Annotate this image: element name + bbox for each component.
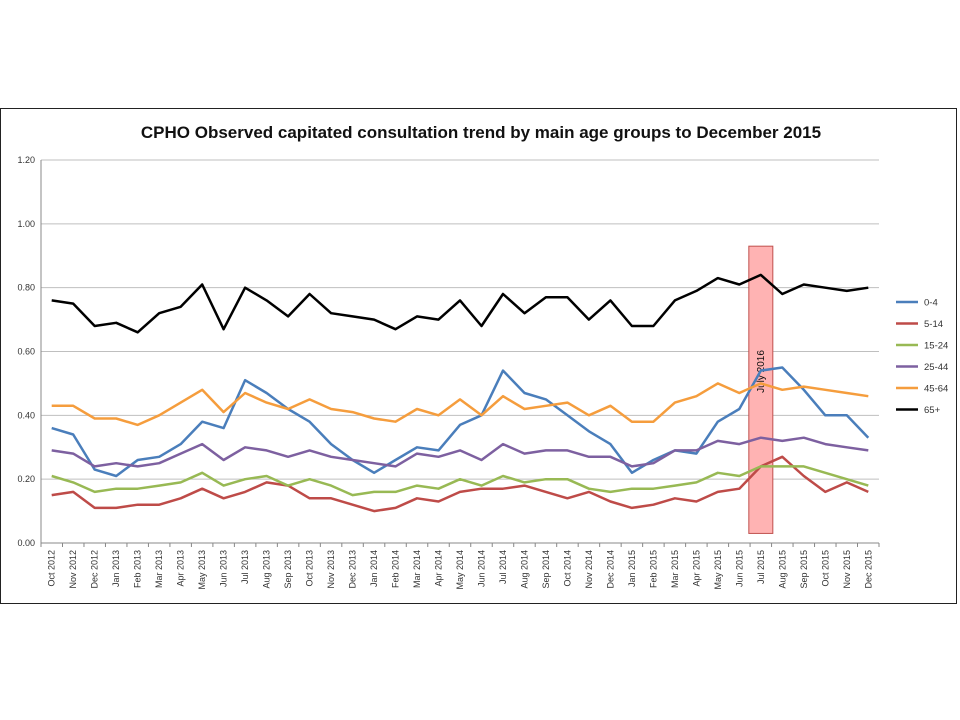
- x-tick-label: Nov 2012: [68, 550, 78, 589]
- y-tick-label: 0.00: [17, 538, 35, 548]
- y-axis: 0.00 0.20 0.40 0.60 0.80 1.00 1.20: [17, 155, 42, 548]
- series-line-15-24: [51, 465, 869, 497]
- series-line-45-64: [51, 382, 869, 427]
- x-tick-label: Jun 2014: [476, 550, 486, 587]
- y-tick-label: 0.20: [17, 474, 35, 484]
- x-tick-label: Apr 2013: [176, 550, 186, 587]
- chart-title: CPHO Observed capitated consultation tre…: [141, 123, 821, 142]
- series-lines: [51, 273, 870, 513]
- line-chart: CPHO Observed capitated consultation tre…: [17, 123, 948, 590]
- x-tick-label: Jan 2015: [627, 550, 637, 587]
- x-tick-label: Dec 2013: [348, 550, 358, 589]
- legend-label: 25-44: [924, 362, 948, 373]
- series-line-65+: [51, 273, 869, 334]
- legend-label: 45-64: [924, 384, 948, 395]
- x-tick-label: Feb 2015: [648, 550, 658, 588]
- x-tick-label: May 2014: [455, 550, 465, 590]
- x-tick-label: Apr 2015: [691, 550, 701, 587]
- x-tick-label: Oct 2012: [47, 550, 57, 587]
- x-tick-label: Aug 2014: [519, 550, 529, 589]
- x-axis: Oct 2012 Nov 2012 Dec 2012 Jan 2013 Feb 2013…: [40, 543, 880, 590]
- series-line-0-4: [51, 366, 870, 478]
- x-tick-label: Nov 2013: [326, 550, 336, 589]
- x-tick-label: Aug 2015: [777, 550, 787, 589]
- legend-label: 0-4: [924, 298, 938, 309]
- x-tick-label: Aug 2013: [262, 550, 272, 589]
- x-tick-label: Feb 2014: [391, 550, 401, 588]
- x-tick-label: Nov 2015: [842, 550, 852, 589]
- series-line-25-44: [51, 436, 869, 468]
- x-tick-label: Sep 2015: [799, 550, 809, 589]
- x-tick-label: Oct 2015: [820, 550, 830, 587]
- x-tick-label: Feb 2013: [133, 550, 143, 588]
- x-tick-label: Mar 2015: [670, 550, 680, 588]
- legend: 0-4 5-14 15-24 25-44 45-64 65+: [896, 298, 948, 416]
- x-tick-label: Mar 2014: [412, 550, 422, 588]
- annotation: July 2016: [748, 245, 774, 534]
- x-tick-label: Jul 2013: [240, 550, 250, 584]
- y-tick-label: 1.00: [17, 219, 35, 229]
- x-tick-label: Jul 2014: [498, 550, 508, 584]
- x-tick-label: Dec 2015: [863, 550, 873, 589]
- x-tick-label: Jun 2015: [734, 550, 744, 587]
- legend-label: 65+: [924, 405, 941, 416]
- x-tick-label: Mar 2013: [154, 550, 164, 588]
- x-tick-label: Jan 2014: [369, 550, 379, 587]
- x-tick-label: Jul 2015: [756, 550, 766, 584]
- highlight-rect: [748, 245, 774, 534]
- x-tick-label: Oct 2014: [562, 550, 572, 587]
- x-tick-label: May 2013: [197, 550, 207, 590]
- gridlines: [41, 159, 879, 544]
- chart-frame: CPHO Observed capitated consultation tre…: [0, 108, 957, 604]
- x-tick-label: Jan 2013: [111, 550, 121, 587]
- x-tick-label: Dec 2014: [605, 550, 615, 589]
- x-tick-label: Oct 2013: [305, 550, 315, 587]
- y-tick-label: 0.80: [17, 283, 35, 293]
- x-tick-label: Dec 2012: [90, 550, 100, 589]
- x-tick-label: May 2015: [713, 550, 723, 590]
- y-tick-label: 0.60: [17, 347, 35, 357]
- series-line-5-14: [51, 455, 869, 513]
- y-tick-label: 0.40: [17, 410, 35, 420]
- y-tick-label: 1.20: [17, 155, 35, 165]
- legend-label: 15-24: [924, 341, 948, 352]
- x-tick-label: Nov 2014: [584, 550, 594, 589]
- x-tick-label: Apr 2014: [434, 550, 444, 587]
- x-tick-label: Sep 2013: [283, 550, 293, 589]
- x-tick-label: Sep 2014: [541, 550, 551, 589]
- legend-label: 5-14: [924, 319, 943, 330]
- x-tick-label: Jun 2013: [219, 550, 229, 587]
